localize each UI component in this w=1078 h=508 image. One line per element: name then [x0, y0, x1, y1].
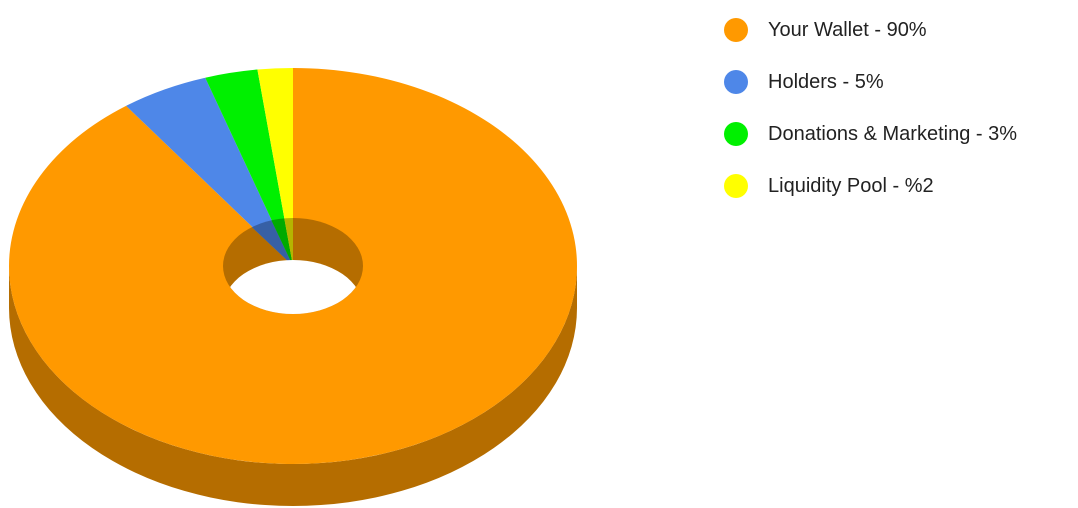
- legend-item[interactable]: Liquidity Pool - %2: [724, 160, 1017, 212]
- legend-label: Holders - 5%: [768, 70, 884, 93]
- slice-liquidity-pool[interactable]: [257, 68, 293, 266]
- legend-swatch: [724, 70, 748, 94]
- legend-item[interactable]: Your Wallet - 90%: [724, 4, 1017, 56]
- legend-label: Your Wallet - 90%: [768, 18, 927, 41]
- legend-label: Liquidity Pool - %2: [768, 174, 934, 197]
- slice-donations-marketing[interactable]: [205, 69, 293, 267]
- slice-holders[interactable]: [126, 77, 293, 266]
- legend-label: Donations & Marketing - 3%: [768, 122, 1018, 145]
- legend-swatch: [724, 18, 748, 42]
- legend-swatch: [724, 174, 748, 198]
- legend-item[interactable]: Holders - 5%: [724, 56, 1017, 108]
- donut-hole: [223, 260, 363, 314]
- chart-legend: Your Wallet - 90% Holders - 5% Donations &…: [724, 4, 1017, 212]
- legend-item[interactable]: Donations & Marketing - 3%: [724, 108, 1017, 160]
- chart-depth-layer: [9, 266, 577, 506]
- slice-side-your-wallet: [9, 266, 577, 506]
- legend-swatch: [724, 122, 748, 146]
